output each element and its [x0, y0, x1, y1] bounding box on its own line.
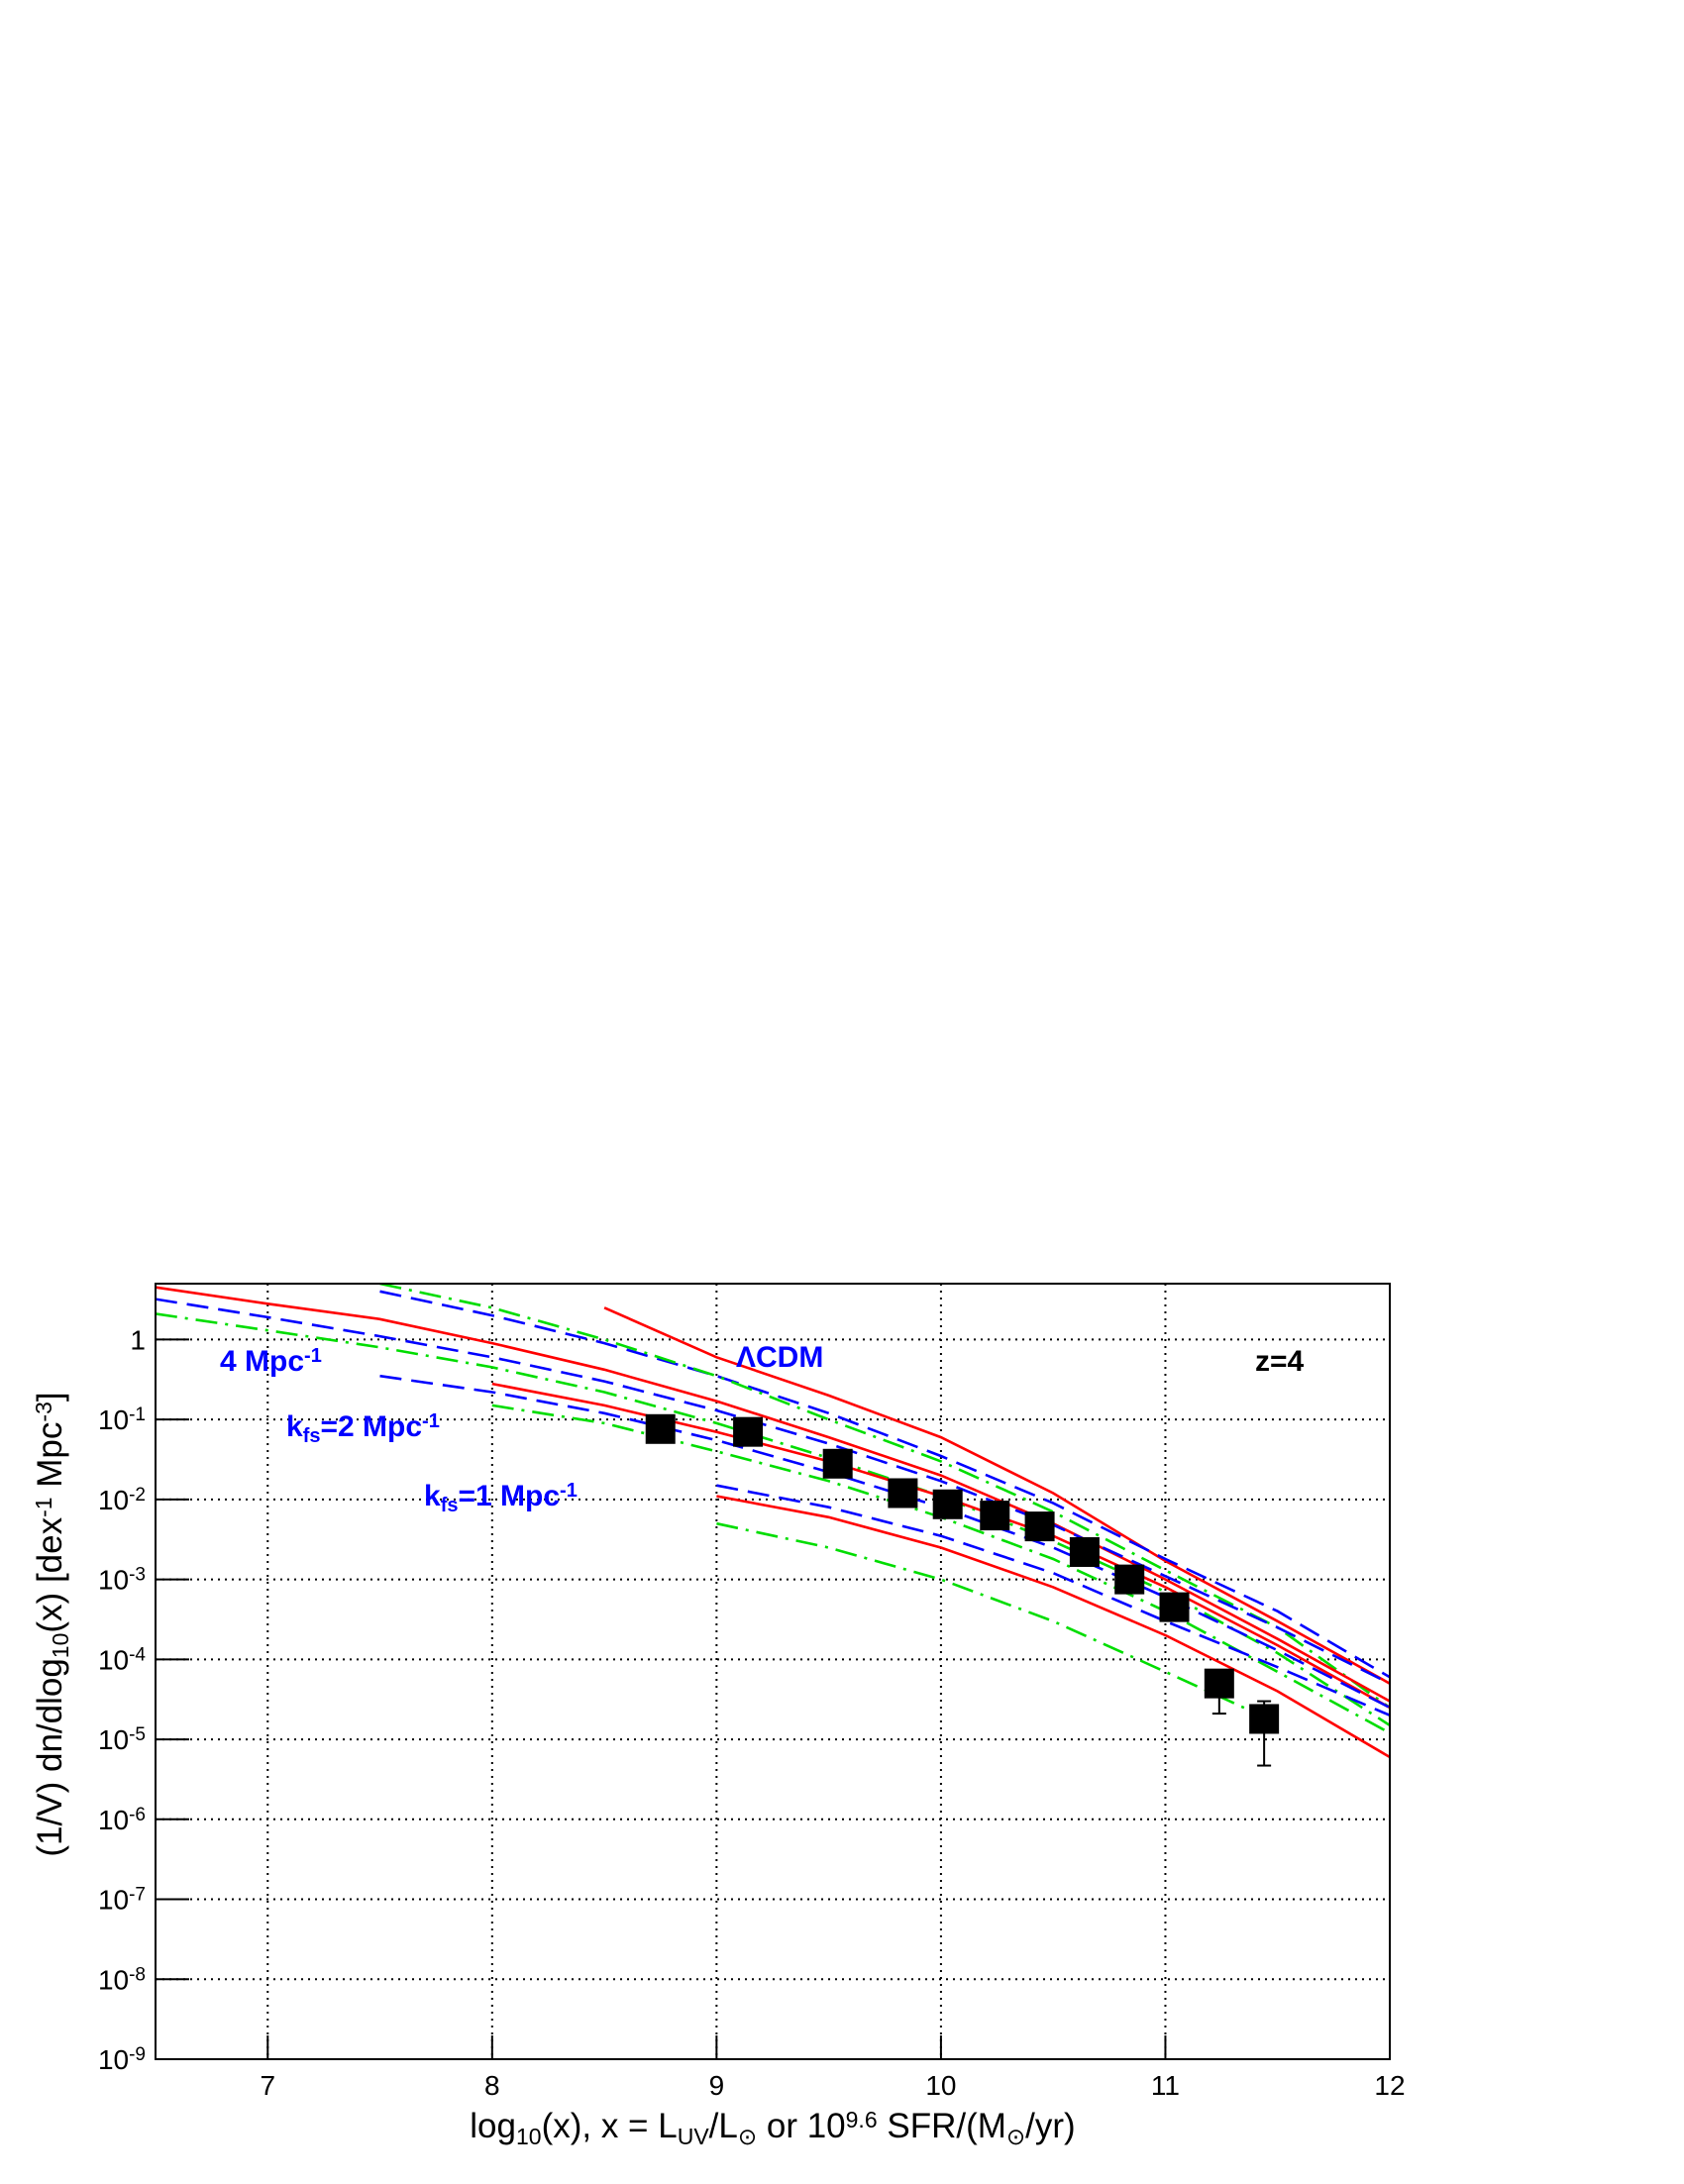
tick-exponent: -2 [129, 1484, 146, 1505]
tick-base: 10 [98, 1724, 129, 1755]
y-tick-label: 10-8 [98, 1964, 146, 1996]
annotation: z=4 [1255, 1345, 1305, 1378]
tick-exponent: -4 [129, 1644, 146, 1665]
annotation: kfs=1 Mpc-1 [424, 1480, 578, 1516]
data-point [980, 1501, 1010, 1531]
text-part: =2 Mpc [320, 1410, 422, 1443]
tick-exponent: -9 [129, 2044, 146, 2065]
supscript: -1 [560, 1480, 578, 1502]
x-tick-label: 11 [1151, 2070, 1180, 2101]
model-curve [603, 1306, 1390, 1685]
text-part: ] [31, 1392, 69, 1402]
text-part: SFR/(M [878, 2107, 1006, 2145]
x-tick-label: 8 [484, 2070, 500, 2101]
plot-area [156, 1284, 1390, 1759]
tick-exponent: -5 [129, 1724, 146, 1745]
model-curve [716, 1495, 1390, 1759]
model-curve [379, 1290, 1390, 1679]
text-part: /yr) [1025, 2107, 1076, 2145]
text-part: ΛCDM [736, 1341, 823, 1374]
text-part: z=4 [1255, 1345, 1305, 1378]
text-part: Mpc [31, 1422, 69, 1498]
data-point [733, 1416, 764, 1447]
text-part: 4 Mpc [220, 1345, 304, 1378]
supscript: -1 [304, 1345, 322, 1367]
data-point [888, 1478, 918, 1508]
y-tick-label: 10-1 [98, 1404, 146, 1436]
tick-exponent: -3 [129, 1564, 146, 1585]
text-part: k [286, 1410, 303, 1443]
tick-base: 10 [98, 1644, 129, 1675]
data-point [1024, 1511, 1055, 1542]
y-axis-title: (1/V) dn/dlog10(x) [dex-1 Mpc-3] [31, 1392, 73, 1856]
model-curve [716, 1484, 1390, 1716]
tick-base: 10 [98, 1964, 129, 1995]
supscript: 9.6 [846, 2107, 878, 2132]
subscript: ⊙ [1006, 2124, 1025, 2149]
tick-exponent: -1 [129, 1404, 146, 1425]
y-tick-label: 10-9 [98, 2044, 146, 2076]
text-part: k [424, 1480, 441, 1512]
model-curve [379, 1284, 1390, 1710]
tick-exponent: -8 [129, 1964, 146, 1985]
x-tick-label: 9 [709, 2070, 725, 2101]
annotation: kfs=2 Mpc-1 [286, 1410, 440, 1447]
data-point [1204, 1668, 1234, 1699]
x-tick-label: 10 [925, 2070, 956, 2101]
model-curve [379, 1374, 1390, 1710]
model-curve [156, 1286, 1390, 1703]
supscript: -3 [31, 1402, 56, 1421]
data-point [822, 1448, 853, 1479]
text-part: =1 Mpc [458, 1480, 560, 1512]
y-tick-label: 10-6 [98, 1804, 146, 1835]
subscript: fs [441, 1495, 459, 1516]
y-tick-label: 10-3 [98, 1564, 146, 1596]
text-part: (x), x = L [542, 2107, 678, 2145]
subscript: 10 [516, 2124, 542, 2149]
text-part: (x) [dex [31, 1516, 69, 1632]
subscript: ⊙ [738, 2124, 757, 2149]
tick-base: 10 [98, 1805, 129, 1835]
tick-base: 10 [98, 1404, 129, 1435]
tick-exponent: -6 [129, 1804, 146, 1824]
text-part: (1/V) dn/dlog [31, 1658, 69, 1856]
y-tick-label: 10-5 [98, 1724, 146, 1756]
model-curve [716, 1521, 1279, 1724]
supscript: -1 [422, 1410, 440, 1432]
y-tick-label: 10-2 [98, 1484, 146, 1515]
text-part: or 10 [757, 2107, 846, 2145]
tick-base: 10 [98, 1485, 129, 1515]
tick-base: 10 [98, 1565, 129, 1596]
subscript: 10 [48, 1633, 73, 1659]
supscript: -1 [31, 1497, 56, 1516]
data-point [1249, 1704, 1280, 1734]
annotation: ΛCDM [736, 1341, 823, 1374]
data-point [1159, 1592, 1190, 1622]
model-curve [156, 1298, 1390, 1685]
subscript: fs [303, 1425, 321, 1447]
tick-base: 10 [98, 2044, 129, 2075]
y-tick-label: 1 [130, 1324, 146, 1355]
y-tick-label: 10-7 [98, 1884, 146, 1916]
x-axis-title: log10(x), x = LUV/L⊙ or 109.6 SFR/(M⊙/yr… [470, 2107, 1075, 2149]
tick-exponent: -7 [129, 1884, 146, 1905]
data-point [932, 1489, 963, 1519]
annotation: 4 Mpc-1 [220, 1345, 322, 1378]
y-tick-label: 10-4 [98, 1644, 146, 1676]
data-point [1069, 1536, 1100, 1567]
data-point [1114, 1564, 1145, 1595]
data-point [645, 1413, 676, 1444]
subscript: UV [678, 2124, 710, 2149]
text-part: /L [709, 2107, 738, 2145]
plot-frame [155, 1283, 1391, 2060]
x-tick-label: 7 [260, 2070, 275, 2101]
text-part: log [470, 2107, 516, 2145]
tick-base: 10 [98, 1885, 129, 1916]
x-tick-label: 12 [1374, 2070, 1405, 2101]
